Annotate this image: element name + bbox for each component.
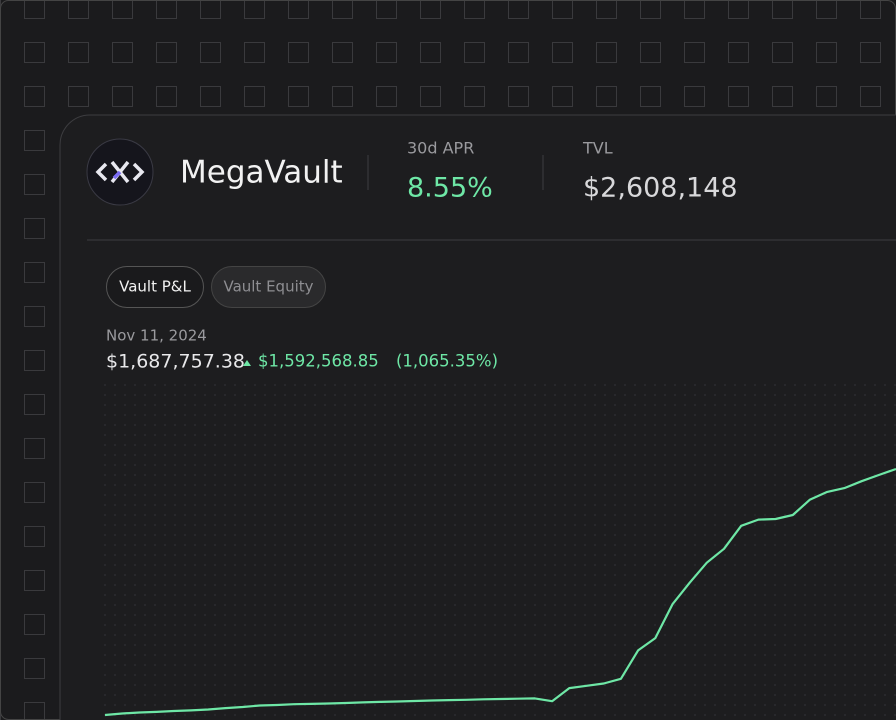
chart-date: Nov 11, 2024 bbox=[106, 327, 207, 345]
chart-value: $1,687,757.38 bbox=[106, 351, 245, 373]
stat-label: TVL bbox=[582, 139, 613, 158]
stat-value: 8.55% bbox=[407, 173, 493, 204]
tab-active[interactable] bbox=[106, 266, 204, 308]
up-arrow bbox=[243, 360, 251, 366]
tab-label[interactable]: Vault Equity bbox=[223, 278, 313, 296]
logo-icon bbox=[95, 160, 145, 184]
tab[interactable] bbox=[211, 266, 326, 308]
tab-label[interactable]: Vault P&L bbox=[119, 278, 191, 296]
stat-label: 30d APR bbox=[407, 139, 474, 158]
stat-value: $2,608,148 bbox=[583, 173, 738, 204]
pnl-line bbox=[104, 467, 896, 717]
chart-change: $1,592,568.85 bbox=[258, 352, 379, 371]
vault-name: MegaVault bbox=[180, 155, 343, 191]
chart-dots bbox=[100, 380, 896, 720]
logo-accent bbox=[112, 170, 122, 180]
chart-change-pct: (1,065.35%) bbox=[396, 352, 498, 371]
